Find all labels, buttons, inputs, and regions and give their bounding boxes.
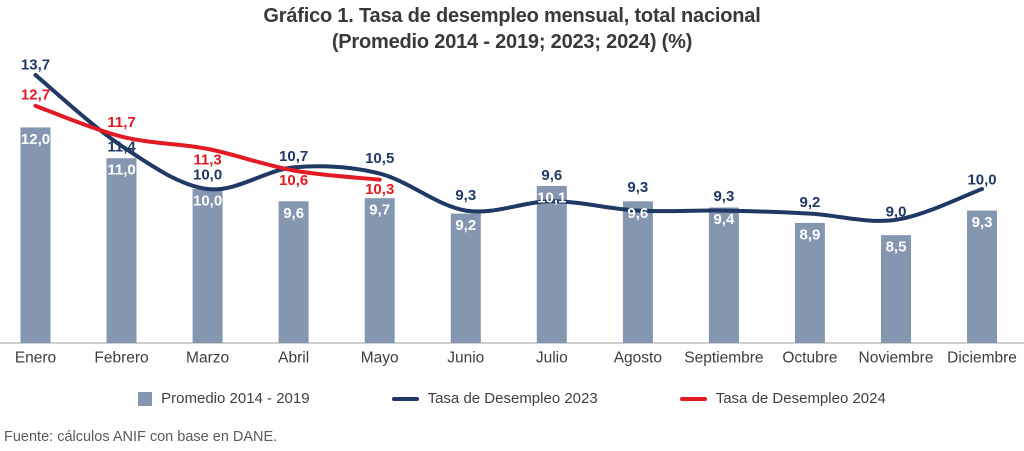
line-value-label: 12,7	[21, 86, 50, 103]
line-value-label: 13,7	[21, 57, 50, 74]
line-value-label: 10,0	[193, 167, 222, 184]
bar-value-label: 10,1	[537, 189, 566, 206]
bar-value-label: 10,0	[193, 193, 222, 210]
bar	[192, 189, 223, 343]
legend-label-tasa-2024: Tasa de Desempleo 2024	[715, 390, 886, 407]
bar-value-label: 9,2	[455, 217, 476, 234]
bar	[881, 235, 911, 343]
legend-label-tasa-2023: Tasa de Desempleo 2023	[427, 390, 598, 407]
bar	[20, 127, 51, 344]
source-note: Fuente: cálculos ANIF con base en DANE.	[4, 429, 278, 445]
bar-value-label: 8,5	[886, 239, 907, 256]
bar-series-swatch-icon	[138, 391, 153, 406]
bar-value-label: 9,4	[713, 211, 735, 228]
chart-canvas: 12,0 11,0 10,0 9,6 9,7 9,2 10,1 9,6 9,4 8,9 8,5 9,3…	[0, 57, 1024, 367]
bar	[794, 222, 825, 343]
legend-item-tasa-2024: Tasa de Desempleo 2024	[679, 390, 886, 407]
line-value-label: 11,3	[193, 151, 221, 168]
bar-value-label: 9,6	[627, 205, 648, 222]
line-value-label: 10,3	[365, 181, 394, 198]
bar	[278, 201, 309, 343]
line-value-label: 10,7	[279, 148, 308, 165]
chart-title-line2: (Promedio 2014 - 2019; 2023; 2024) (%)	[331, 31, 693, 53]
line-value-label: 9,3	[455, 187, 476, 204]
x-axis-label: Abril	[278, 350, 309, 367]
bar	[364, 198, 395, 343]
x-axis-label: Julio	[536, 350, 568, 367]
x-axis-label: Mayo	[361, 350, 399, 367]
line-value-label: 11,7	[107, 114, 135, 131]
chart-title: Gráfico 1. Tasa de desempleo mensual, to…	[0, 3, 1024, 55]
x-axis-label: Febrero	[94, 350, 148, 367]
bar	[708, 207, 739, 343]
line-value-label: 9,6	[541, 167, 562, 184]
bar-value-label: 9,3	[972, 214, 993, 231]
legend-item-tasa-2023: Tasa de Desempleo 2023	[391, 390, 598, 407]
line-value-label: 9,3	[627, 179, 648, 196]
chart-legend: Promedio 2014 - 2019 Tasa de Desempleo 2…	[0, 390, 1024, 407]
legend-item-promedio-2014-2019: Promedio 2014 - 2019	[138, 390, 310, 407]
x-axis-label: Octubre	[782, 350, 837, 367]
line-value-label: 9,0	[886, 203, 907, 220]
line-2024-swatch-icon	[679, 396, 707, 401]
line-value-label: 10,0	[967, 172, 996, 189]
bars-group	[20, 127, 997, 344]
bar-value-label: 9,7	[369, 202, 390, 219]
bar-value-label: 12,0	[21, 131, 50, 148]
bar-value-label: 9,6	[283, 205, 304, 222]
x-axis-label: Noviembre	[859, 350, 934, 367]
x-axis-label: Marzo	[186, 350, 229, 367]
bar	[450, 213, 481, 343]
line-value-label: 10,6	[279, 172, 308, 189]
bar-value-label: 11,0	[107, 162, 135, 179]
line-2023	[33, 73, 985, 223]
x-axis-label: Septiembre	[684, 350, 763, 367]
bar	[106, 158, 137, 343]
line-2023-swatch-icon	[391, 396, 419, 401]
line-value-label: 9,2	[800, 194, 821, 211]
line-value-label: 11,4	[107, 138, 136, 155]
line-2024	[33, 103, 382, 182]
line-value-label: 10,5	[365, 150, 394, 167]
bar	[622, 201, 653, 343]
chart-title-line1: Gráfico 1. Tasa de desempleo mensual, to…	[263, 5, 761, 27]
x-axis-label: Diciembre	[947, 350, 1017, 367]
bar-value-label: 8,9	[800, 226, 821, 243]
bar	[967, 210, 997, 343]
line-value-label: 9,3	[713, 188, 734, 205]
x-axis-label: Junio	[447, 350, 484, 367]
legend-label-promedio: Promedio 2014 - 2019	[161, 390, 310, 407]
x-axis-label: Agosto	[614, 350, 662, 367]
x-axis-label: Enero	[15, 350, 56, 367]
bar	[536, 185, 567, 343]
